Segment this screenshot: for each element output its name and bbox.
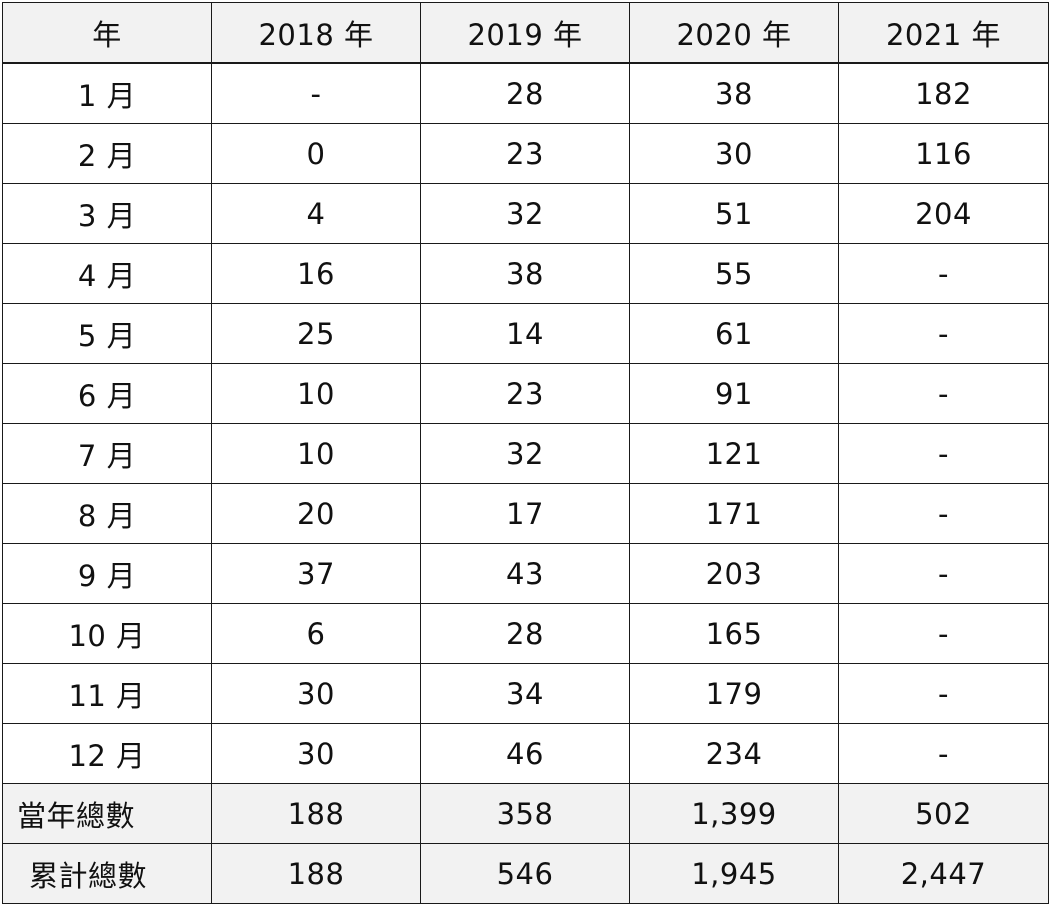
table-row: 1 月 -28 38 182 [2,62,1049,124]
value-2018-cell: 37 [211,543,421,604]
value-2018-cell: 30 [211,663,421,724]
value-2019-cell: 46 [420,723,630,784]
value-2019-cell: 34 [420,663,630,724]
value-2020-cell: 91 [629,363,839,424]
value-2021-cell: - [838,483,1049,544]
value-2019-cell: 358 [420,783,630,844]
value-2020-cell: 203 [629,543,839,604]
value-2020-cell: 1,945 [629,843,839,904]
value-2021-cell: - [838,303,1049,364]
value-2019-cell: 38 [420,243,630,304]
value-2019-cell: 28 [420,62,630,124]
value-2018-cell: 16 [211,243,421,304]
value-2021-cell: 502 [838,783,1049,844]
value-2019-cell: 43 [420,543,630,604]
month-label-cell: 7 月 [2,423,212,484]
value-2020-cell: 165 [629,603,839,664]
monthly-count-table: 年 2018 年 2019 年 2020 年 2021 年 1 月 -28 38 18… [2,2,1049,904]
value-2018-cell: 6 [211,603,421,664]
table-row: 10 月 6 28 165- [2,603,1049,664]
table-row: 12 月 30 46 234- [2,723,1049,784]
value-2020-cell: 234 [629,723,839,784]
value-2021-cell: - [838,423,1049,484]
value-2020-cell: 38 [629,62,839,124]
header-2020: 2020 年 [629,2,839,64]
value-2019-cell: 32 [420,183,630,244]
month-label-cell: 3 月 [2,183,212,244]
value-2021-cell: 116 [838,123,1049,184]
month-label-cell: 8 月 [2,483,212,544]
value-2018-cell: 10 [211,363,421,424]
table-row: 9 月 37 43 203- [2,543,1049,604]
value-2020-cell: 51 [629,183,839,244]
value-2018-cell: 10 [211,423,421,484]
value-2018-cell: 188 [211,783,421,844]
table-row: 4 月 16 38 55- [2,243,1049,304]
value-2021-cell: - [838,543,1049,604]
value-2019-cell: 28 [420,603,630,664]
value-2021-cell: - [838,663,1049,724]
table-row: 11 月 30 34 179- [2,663,1049,724]
month-label-cell: 10 月 [2,603,212,664]
monthly-count-table-container: 年 2018 年 2019 年 2020 年 2021 年 1 月 -28 38 18… [2,2,1049,904]
summary-label-cell: 當年總數 [2,783,212,844]
table-row: 3 月 4 32 51 204 [2,183,1049,244]
value-2021-cell: - [838,363,1049,424]
value-2020-cell: 30 [629,123,839,184]
table-header-row: 年 2018 年 2019 年 2020 年 2021 年 [2,2,1049,64]
value-2018-cell: 4 [211,183,421,244]
value-2020-cell: 61 [629,303,839,364]
month-label-cell: 12 月 [2,723,212,784]
value-2020-cell: 171 [629,483,839,544]
table-row: 8 月 20 17 171- [2,483,1049,544]
value-2021-cell: - [838,603,1049,664]
annual-total-row: 當年總數 188 358 1,399 502 [2,783,1049,844]
value-2021-cell: - [838,723,1049,784]
value-2018-cell: - [211,62,421,124]
value-2018-cell: 25 [211,303,421,364]
month-label-cell: 4 月 [2,243,212,304]
header-year-label: 年 [2,2,212,64]
header-2021: 2021 年 [838,2,1049,64]
table-row: 6 月 10 23 91- [2,363,1049,424]
table-row: 2 月 0 23 30 116 [2,123,1049,184]
value-2018-cell: 0 [211,123,421,184]
month-label-cell: 11 月 [2,663,212,724]
value-2019-cell: 32 [420,423,630,484]
value-2019-cell: 14 [420,303,630,364]
value-2020-cell: 179 [629,663,839,724]
value-2018-cell: 188 [211,843,421,904]
header-2018: 2018 年 [211,2,421,64]
value-2020-cell: 1,399 [629,783,839,844]
month-label-cell: 6 月 [2,363,212,424]
value-2021-cell: - [838,243,1049,304]
month-label-cell: 5 月 [2,303,212,364]
table-row: 7 月 10 32 121- [2,423,1049,484]
value-2019-cell: 23 [420,123,630,184]
value-2021-cell: 2,447 [838,843,1049,904]
summary-label-cell: 累計總數 [2,843,212,904]
value-2019-cell: 23 [420,363,630,424]
month-label-cell: 1 月 [2,62,212,124]
value-2019-cell: 546 [420,843,630,904]
value-2018-cell: 20 [211,483,421,544]
value-2018-cell: 30 [211,723,421,784]
header-2019: 2019 年 [420,2,630,64]
value-2020-cell: 121 [629,423,839,484]
value-2020-cell: 55 [629,243,839,304]
value-2021-cell: 182 [838,62,1049,124]
table-body: 1 月 -28 38 182 2 月 0 23 30 116 3 月 4 32 51 204 4 月 16 38… [2,62,1049,904]
cumulative-total-row: 累計總數 188 546 1,945 2,447 [2,843,1049,904]
table-row: 5 月 25 14 61- [2,303,1049,364]
month-label-cell: 2 月 [2,123,212,184]
value-2021-cell: 204 [838,183,1049,244]
value-2019-cell: 17 [420,483,630,544]
month-label-cell: 9 月 [2,543,212,604]
